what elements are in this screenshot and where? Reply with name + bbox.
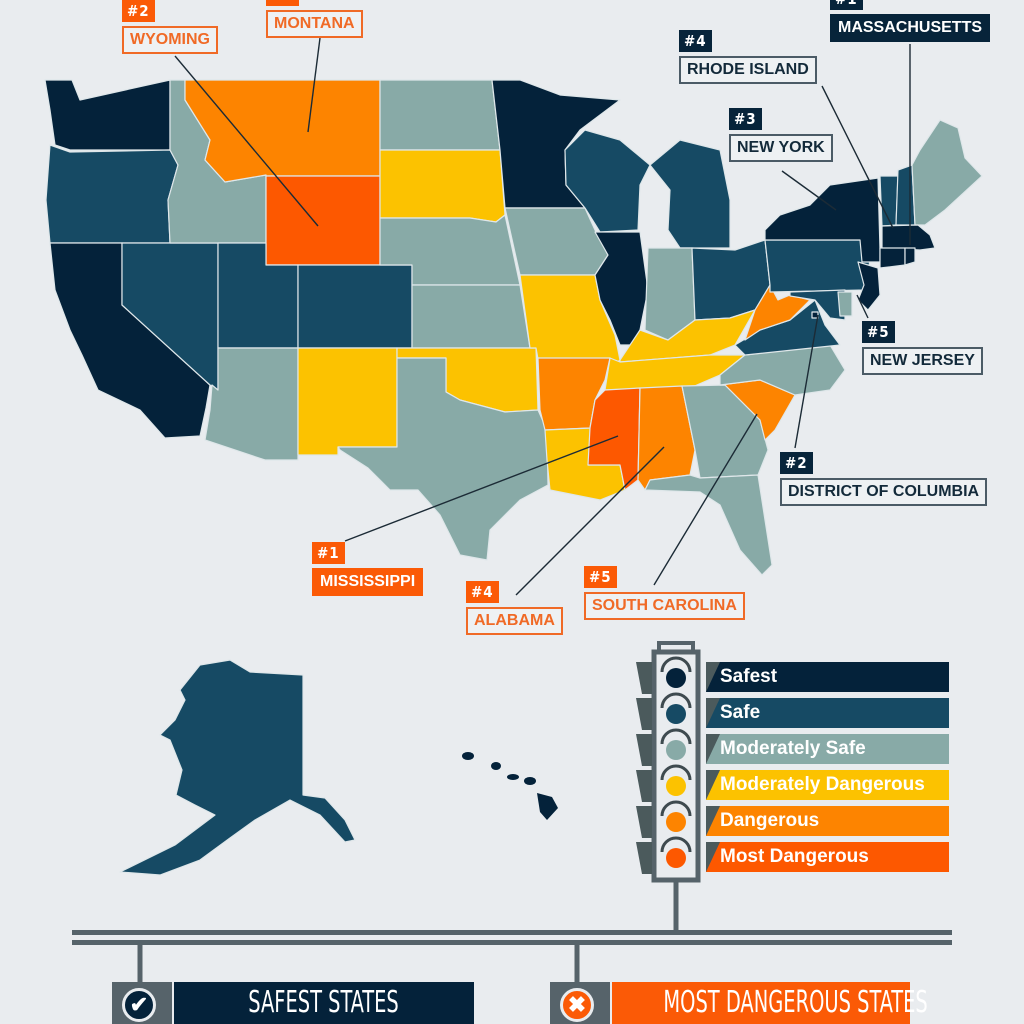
- callout-wyoming: #2 WYOMING: [122, 0, 218, 54]
- rank-badge: #1: [312, 542, 345, 564]
- legend-item-dangerous: Dangerous: [706, 806, 949, 836]
- state-florida[interactable]: [644, 474, 773, 576]
- callout-new-jersey: #5 NEW JERSEY: [862, 321, 983, 375]
- state-wisconsin[interactable]: [564, 129, 651, 233]
- traffic-light: [636, 641, 701, 930]
- state-label: NEW JERSEY: [862, 347, 983, 375]
- state-label: RHODE ISLAND: [679, 56, 817, 84]
- state-label: WYOMING: [122, 26, 218, 54]
- legend-item-safest: Safest: [706, 662, 949, 692]
- state-michigan[interactable]: [649, 139, 731, 249]
- state-label: NEW YORK: [729, 134, 833, 162]
- rank-badge: #5: [584, 566, 617, 588]
- state-label: DISTRICT OF COLUMBIA: [780, 478, 988, 506]
- state-pennsylvania[interactable]: [764, 239, 871, 293]
- state-colorado[interactable]: [297, 264, 413, 349]
- rank-badge: #2: [780, 452, 813, 474]
- legend-item-safe: Safe: [706, 698, 949, 728]
- legend-label: Safest: [720, 666, 778, 687]
- dangerous-icon-box: ✖: [550, 982, 610, 1024]
- state-south-dakota[interactable]: [379, 149, 506, 223]
- safest-states-header: SAFEST STATES: [174, 982, 474, 1024]
- state-delaware[interactable]: [837, 291, 853, 317]
- callout-montana: #3 MONTANA: [266, 0, 363, 38]
- callout-new-york: #3 NEW YORK: [729, 108, 833, 162]
- state-label: SOUTH CAROLINA: [584, 592, 745, 620]
- most-dangerous-states-title: MOST DANGEROUS STATES: [663, 985, 928, 1020]
- legend-label: Most Dangerous: [720, 846, 869, 867]
- state-maryland[interactable]: [789, 289, 846, 321]
- legend-item-most-dangerous: Most Dangerous: [706, 842, 949, 872]
- rank-badge: #5: [862, 321, 895, 343]
- safest-states-title: SAFEST STATES: [248, 985, 400, 1020]
- legend-label: Moderately Dangerous: [720, 774, 925, 795]
- state-texas[interactable]: [337, 357, 549, 561]
- legend-label: Dangerous: [720, 810, 820, 831]
- state-new-jersey[interactable]: [857, 261, 881, 311]
- legend-item-moderately-safe: Moderately Safe: [706, 734, 949, 764]
- state-illinois[interactable]: [594, 231, 649, 346]
- callout-south-carolina: #5 SOUTH CAROLINA: [584, 566, 745, 620]
- state-rhode-island[interactable]: [904, 247, 916, 266]
- legend-item-moderately-dangerous: Moderately Dangerous: [706, 770, 949, 800]
- rank-badge: #2: [122, 0, 155, 22]
- state-washington[interactable]: [44, 79, 171, 151]
- callout-massachusetts: #1 MASSACHUSETTS: [830, 0, 991, 42]
- divider-rail: [72, 930, 952, 984]
- state-montana[interactable]: [184, 79, 381, 183]
- callout-district-of-columbia: #2 DISTRICT OF COLUMBIA: [780, 452, 988, 506]
- state-arizona[interactable]: [204, 347, 299, 461]
- rank-badge: #1: [830, 0, 863, 10]
- state-label: MASSACHUSETTS: [830, 14, 991, 42]
- rank-badge: #3: [729, 108, 762, 130]
- rank-badge: #3: [266, 0, 299, 6]
- state-wyoming[interactable]: [265, 175, 381, 266]
- legend-label: Moderately Safe: [720, 738, 866, 759]
- state-new-mexico[interactable]: [297, 347, 398, 456]
- most-dangerous-states-header: MOST DANGEROUS STATES: [612, 982, 928, 1024]
- state-hawaii[interactable]: [462, 752, 558, 820]
- callout-alabama: #4 ALABAMA: [466, 581, 563, 635]
- state-label: MONTANA: [266, 10, 363, 38]
- state-maine[interactable]: [911, 119, 983, 226]
- callout-mississippi: #1 MISSISSIPPI: [312, 542, 424, 596]
- state-alaska[interactable]: [119, 659, 356, 876]
- callout-rhode-island: #4 RHODE ISLAND: [679, 30, 817, 84]
- state-label: ALABAMA: [466, 607, 563, 635]
- rank-badge: #4: [679, 30, 712, 52]
- state-kansas[interactable]: [411, 284, 531, 349]
- state-connecticut[interactable]: [879, 247, 906, 269]
- checkmark-icon: ✔: [122, 988, 156, 1022]
- x-mark-icon: ✖: [560, 988, 594, 1022]
- legend-label: Safe: [720, 702, 761, 723]
- state-oregon[interactable]: [45, 144, 179, 244]
- safest-icon-box: ✔: [112, 982, 172, 1024]
- state-massachusetts[interactable]: [881, 224, 936, 251]
- state-north-dakota[interactable]: [379, 79, 501, 151]
- rank-badge: #4: [466, 581, 499, 603]
- state-label: MISSISSIPPI: [312, 568, 424, 596]
